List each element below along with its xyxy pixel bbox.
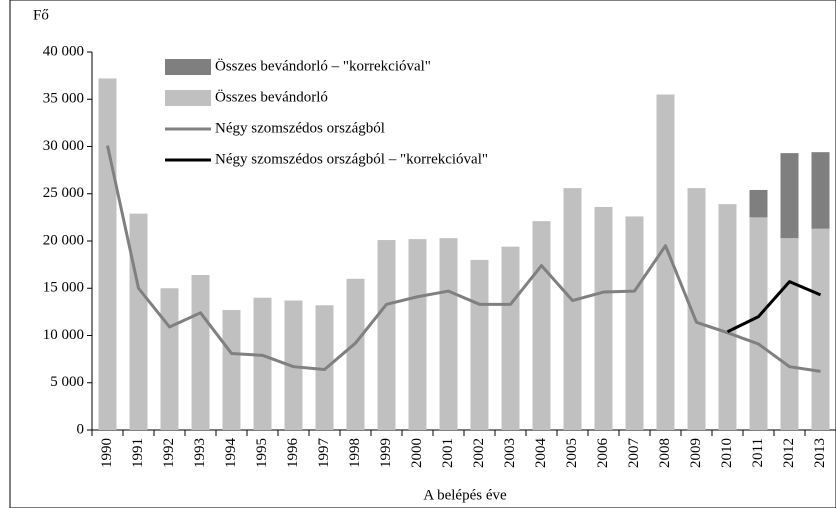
bar <box>811 152 830 229</box>
x-tick-label: 2006 <box>595 438 611 469</box>
y-tick-label: 20 000 <box>43 232 84 248</box>
y-tick-label: 10 000 <box>43 327 84 343</box>
x-tick-label: 2013 <box>812 438 828 468</box>
x-tick-label: 1992 <box>161 438 177 468</box>
bar <box>98 78 117 431</box>
x-tick-label: 1998 <box>347 438 363 468</box>
x-tick-label: 2008 <box>657 438 673 468</box>
bar <box>749 189 768 218</box>
bar <box>253 297 272 430</box>
x-tick-label: 1997 <box>316 438 332 469</box>
bar <box>532 221 551 430</box>
line <box>726 280 822 334</box>
y-axis-label: Fő <box>33 7 49 23</box>
y-tick-label: 35 000 <box>43 91 84 107</box>
x-tick-label: 2005 <box>564 438 580 468</box>
x-tick-label: 1995 <box>254 438 270 468</box>
x-tick-label: 2003 <box>502 438 518 468</box>
legend-label: Összes bevándorló <box>215 88 328 105</box>
x-tick-label: 1996 <box>285 438 301 469</box>
x-tick-label: 2007 <box>626 438 642 469</box>
bar <box>501 246 520 430</box>
bar <box>780 238 799 430</box>
legend-label: Négy szomszédos országból <box>215 120 385 136</box>
legend-label: Négy szomszédos országból – "korrekcióva… <box>215 151 488 167</box>
bar <box>377 240 396 430</box>
bar <box>811 228 830 430</box>
y-tick-label: 40 000 <box>43 43 84 59</box>
x-tick-label: 1994 <box>223 438 239 469</box>
bar <box>129 213 148 430</box>
bar <box>470 259 489 430</box>
bar <box>408 239 427 430</box>
bar <box>749 217 768 430</box>
bar <box>439 238 458 430</box>
bar <box>718 204 737 430</box>
bar <box>346 278 365 430</box>
bar <box>594 206 613 430</box>
x-axis-label: A belépés éve <box>423 487 507 503</box>
legend-label: Összes bevándorló – "korrekcióval" <box>215 57 431 74</box>
x-tick-label: 2001 <box>440 438 456 468</box>
y-tick-label: 0 <box>77 421 85 437</box>
bar <box>222 309 241 430</box>
x-tick-label: 2012 <box>781 438 797 468</box>
legend-swatch <box>165 90 211 106</box>
bar <box>563 188 582 430</box>
x-tick-label: 1999 <box>378 438 394 468</box>
x-tick-label: 2011 <box>750 438 766 467</box>
x-tick-label: 1990 <box>99 438 115 468</box>
legend-swatch <box>165 59 211 75</box>
x-tick-label: 2009 <box>688 438 704 468</box>
x-tick-label: 2002 <box>471 438 487 468</box>
y-tick-label: 25 000 <box>43 185 84 201</box>
bar <box>687 188 706 430</box>
x-tick-label: 2000 <box>409 438 425 468</box>
x-tick-label: 2010 <box>719 438 735 468</box>
y-tick-label: 30 000 <box>43 138 84 154</box>
bar <box>780 153 799 239</box>
y-tick-label: 5 000 <box>50 374 84 390</box>
y-tick-label: 15 000 <box>43 280 84 296</box>
bar <box>160 288 179 430</box>
line <box>106 145 821 373</box>
bar <box>625 216 644 430</box>
x-tick-label: 2004 <box>533 438 549 469</box>
bar <box>191 275 210 430</box>
x-tick-label: 1993 <box>192 438 208 468</box>
x-tick-label: 1991 <box>130 438 146 468</box>
bar <box>656 94 675 431</box>
